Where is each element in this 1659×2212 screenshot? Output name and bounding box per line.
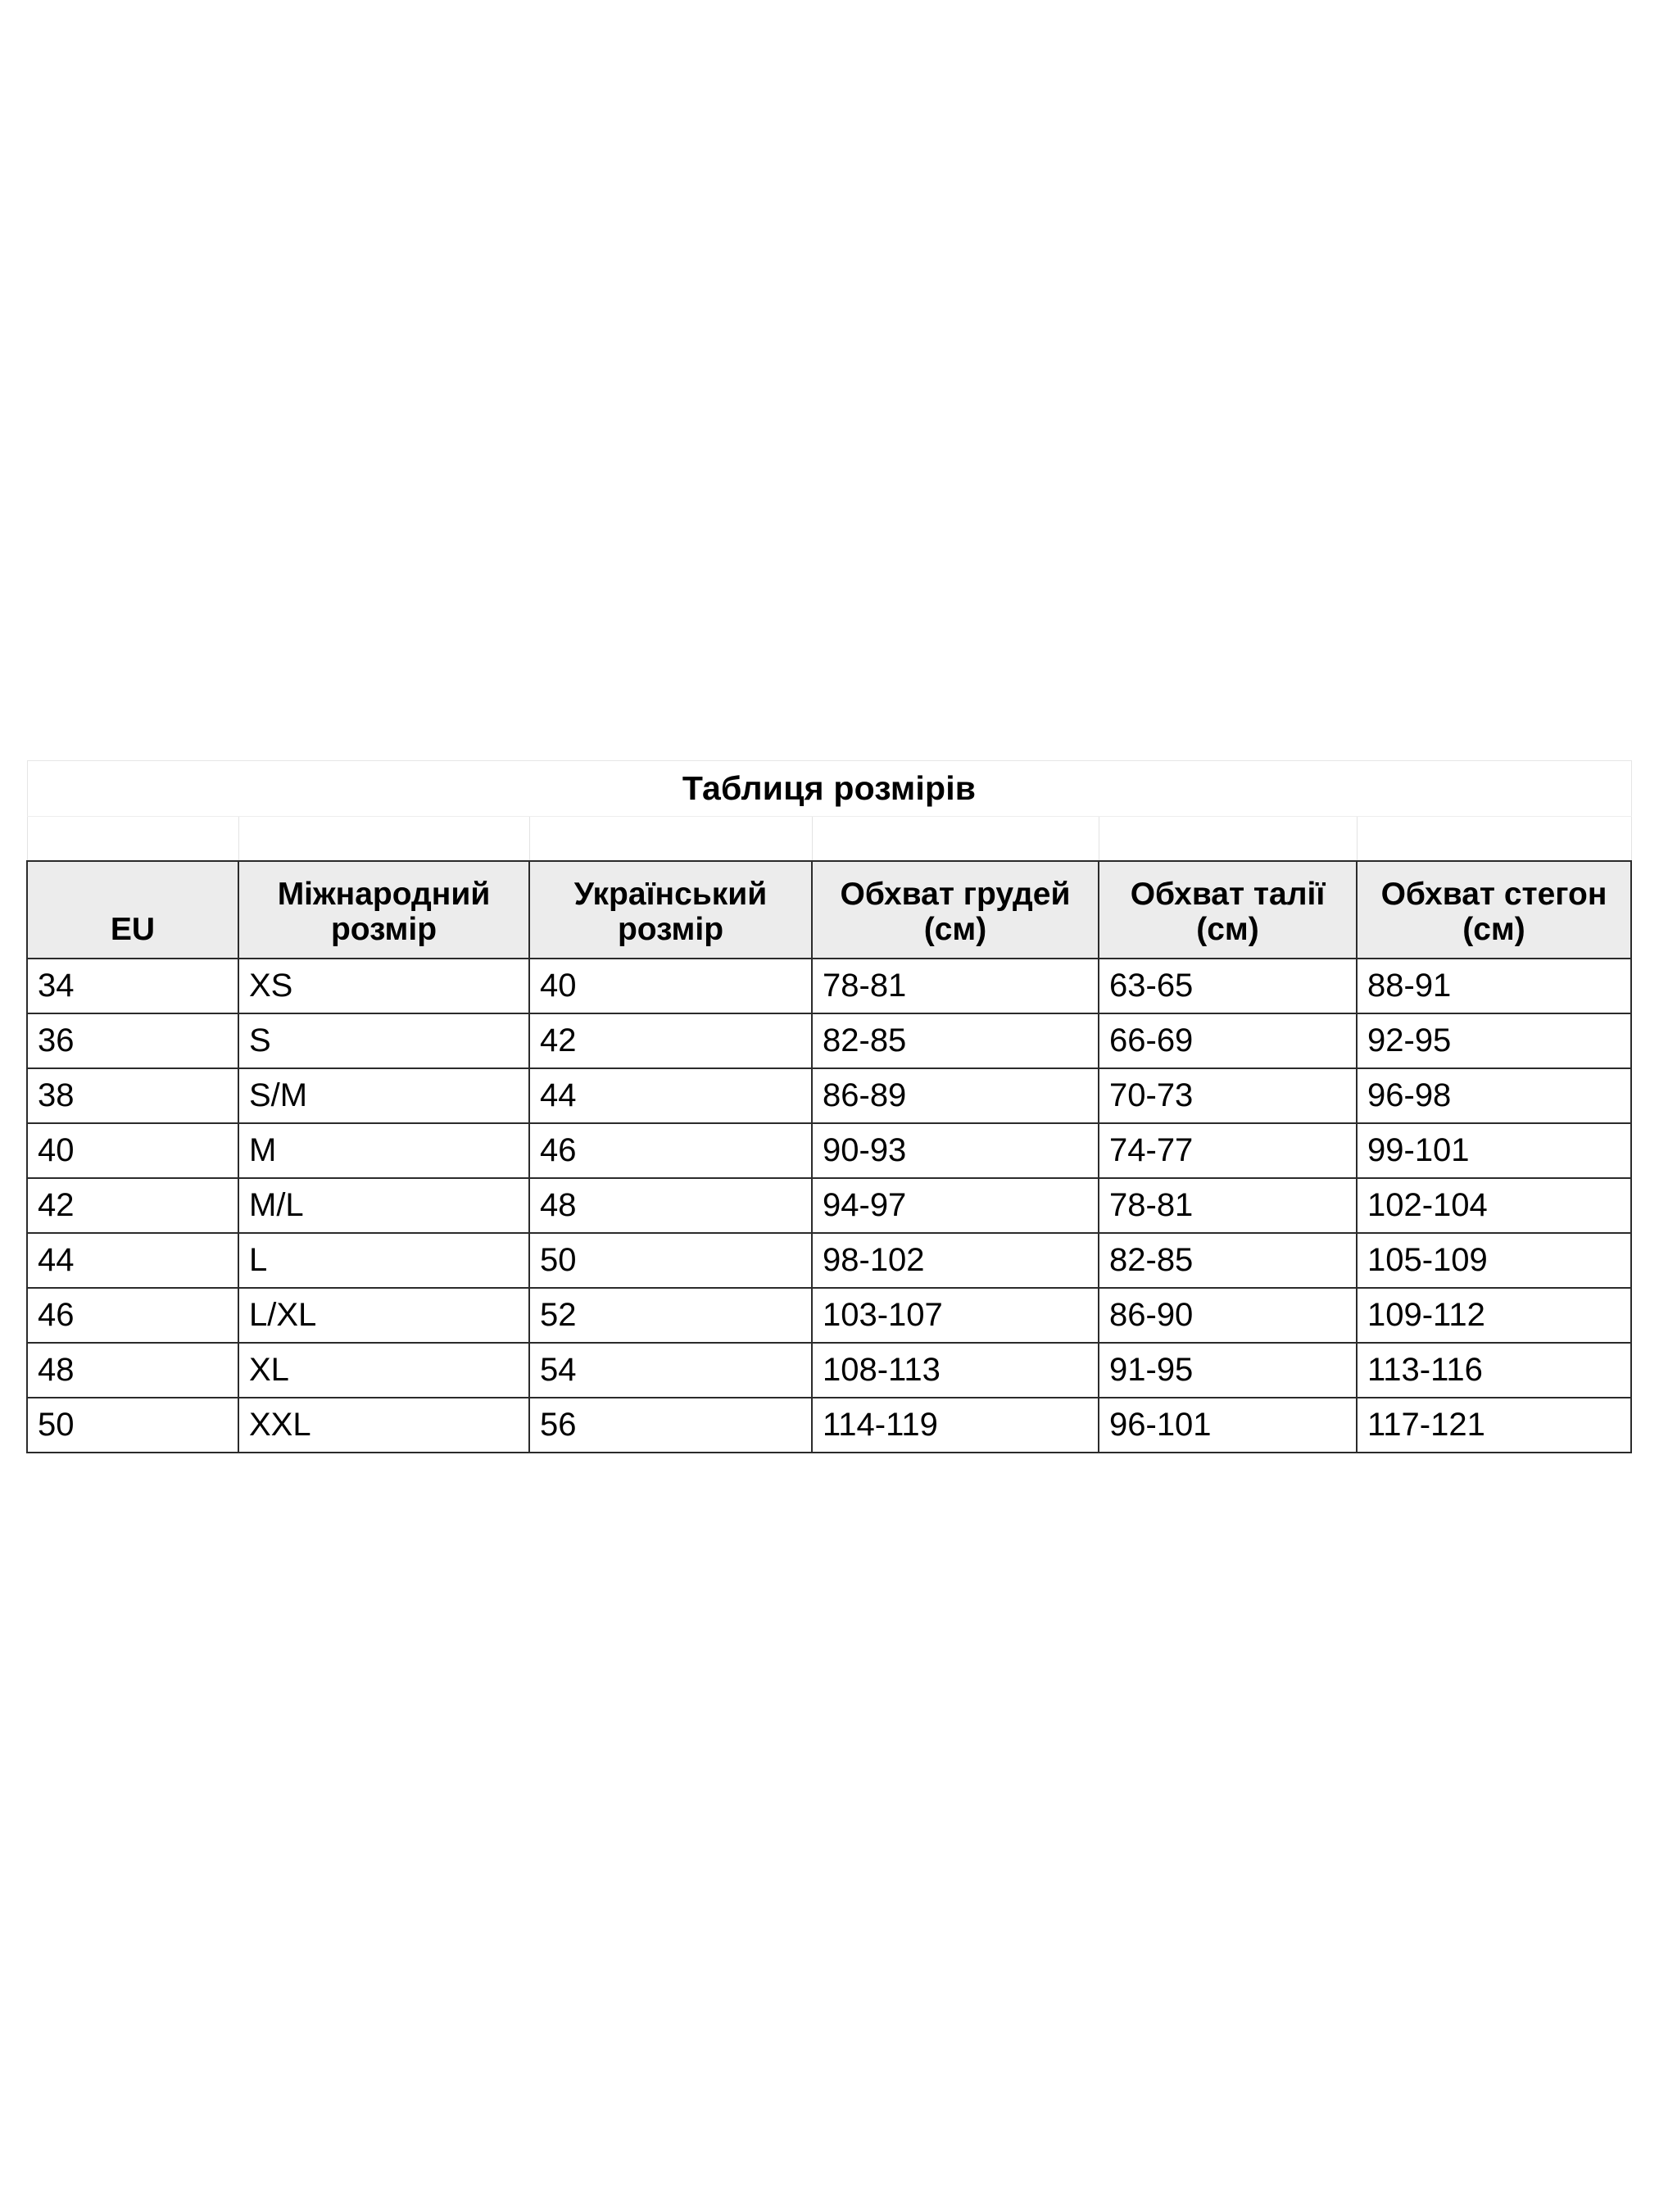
cell-eu: 48 — [26, 1342, 239, 1398]
cell-intl: M — [238, 1122, 530, 1179]
table-row: 46 L/XL 52 103-107 86-90 109-112 — [26, 1287, 1633, 1344]
cell-chest: 82-85 — [811, 1013, 1099, 1069]
table-row: 50 XXL 56 114-119 96-101 117-121 — [26, 1397, 1633, 1453]
column-header-row: EU Міжнародний розмір Український розмір… — [26, 860, 1633, 959]
column-header-intl: Міжнародний розмір — [238, 860, 530, 959]
size-chart-head: Таблиця розмірів EU Міжнародний розмір У… — [26, 760, 1633, 959]
cell-hips: 92-95 — [1355, 1013, 1633, 1069]
cell-intl: XS — [238, 958, 530, 1014]
cell-waist: 82-85 — [1098, 1232, 1358, 1289]
column-header-chest: Обхват грудей (см) — [811, 860, 1099, 959]
cell-eu: 46 — [26, 1287, 239, 1344]
cell-intl: XXL — [238, 1397, 530, 1453]
table-row: 40 M 46 90-93 74-77 99-101 — [26, 1122, 1633, 1179]
spacer-cell-2 — [238, 816, 530, 861]
cell-chest: 103-107 — [811, 1287, 1099, 1344]
cell-chest: 94-97 — [811, 1177, 1099, 1234]
cell-intl: L/XL — [238, 1287, 530, 1344]
cell-eu: 40 — [26, 1122, 239, 1179]
cell-intl: XL — [238, 1342, 530, 1398]
column-header-eu: EU — [26, 860, 239, 959]
cell-intl: S — [238, 1013, 530, 1069]
spacer-cell-1 — [26, 816, 239, 861]
cell-eu: 50 — [26, 1397, 239, 1453]
cell-ua: 54 — [528, 1342, 813, 1398]
cell-hips: 113-116 — [1355, 1342, 1633, 1398]
table-row: 36 S 42 82-85 66-69 92-95 — [26, 1013, 1633, 1069]
cell-waist: 63-65 — [1098, 958, 1358, 1014]
cell-waist: 70-73 — [1098, 1067, 1358, 1124]
spacer-cell-4 — [811, 816, 1099, 861]
cell-hips: 88-91 — [1355, 958, 1633, 1014]
cell-waist: 86-90 — [1098, 1287, 1358, 1344]
table-title: Таблиця розмірів — [26, 760, 1632, 817]
cell-hips: 109-112 — [1355, 1287, 1633, 1344]
cell-ua: 46 — [528, 1122, 813, 1179]
spacer-cell-3 — [528, 816, 813, 861]
cell-intl: M/L — [238, 1177, 530, 1234]
cell-hips: 105-109 — [1355, 1232, 1633, 1289]
cell-ua: 50 — [528, 1232, 813, 1289]
column-header-hips: Обхват стегон (см) — [1355, 860, 1633, 959]
cell-chest: 108-113 — [811, 1342, 1099, 1398]
table-row: 42 M/L 48 94-97 78-81 102-104 — [26, 1177, 1633, 1234]
cell-hips: 102-104 — [1355, 1177, 1633, 1234]
cell-waist: 66-69 — [1098, 1013, 1358, 1069]
column-header-ua: Український розмір — [528, 860, 813, 959]
cell-eu: 36 — [26, 1013, 239, 1069]
cell-ua: 48 — [528, 1177, 813, 1234]
cell-ua: 44 — [528, 1067, 813, 1124]
cell-ua: 40 — [528, 958, 813, 1014]
table-row: 34 XS 40 78-81 63-65 88-91 — [26, 958, 1633, 1014]
table-row: 38 S/M 44 86-89 70-73 96-98 — [26, 1067, 1633, 1124]
cell-waist: 91-95 — [1098, 1342, 1358, 1398]
cell-chest: 90-93 — [811, 1122, 1099, 1179]
cell-ua: 56 — [528, 1397, 813, 1453]
spacer-cell-6 — [1356, 816, 1632, 861]
table-row: 44 L 50 98-102 82-85 105-109 — [26, 1232, 1633, 1289]
cell-hips: 99-101 — [1355, 1122, 1633, 1179]
cell-eu: 34 — [26, 958, 239, 1014]
cell-waist: 78-81 — [1098, 1177, 1358, 1234]
cell-ua: 42 — [528, 1013, 813, 1069]
cell-chest: 86-89 — [811, 1067, 1099, 1124]
cell-eu: 44 — [26, 1232, 239, 1289]
spacer-cell-5 — [1098, 816, 1358, 861]
cell-chest: 78-81 — [811, 958, 1099, 1014]
cell-hips: 117-121 — [1355, 1397, 1633, 1453]
cell-waist: 74-77 — [1098, 1122, 1358, 1179]
cell-waist: 96-101 — [1098, 1397, 1358, 1453]
cell-eu: 38 — [26, 1067, 239, 1124]
title-row: Таблиця розмірів — [26, 760, 1632, 817]
cell-ua: 52 — [528, 1287, 813, 1344]
cell-eu: 42 — [26, 1177, 239, 1234]
table-row: 48 XL 54 108-113 91-95 113-116 — [26, 1342, 1633, 1398]
size-chart-table: Таблиця розмірів EU Міжнародний розмір У… — [26, 760, 1633, 1453]
cell-intl: L — [238, 1232, 530, 1289]
column-header-waist: Обхват талії (см) — [1098, 860, 1358, 959]
cell-chest: 98-102 — [811, 1232, 1099, 1289]
cell-hips: 96-98 — [1355, 1067, 1633, 1124]
spacer-row — [26, 816, 1632, 861]
size-chart-container: Таблиця розмірів EU Міжнародний розмір У… — [26, 760, 1633, 1453]
size-chart-body: 34 XS 40 78-81 63-65 88-91 36 S 42 82-85… — [26, 958, 1633, 1453]
cell-intl: S/M — [238, 1067, 530, 1124]
cell-chest: 114-119 — [811, 1397, 1099, 1453]
